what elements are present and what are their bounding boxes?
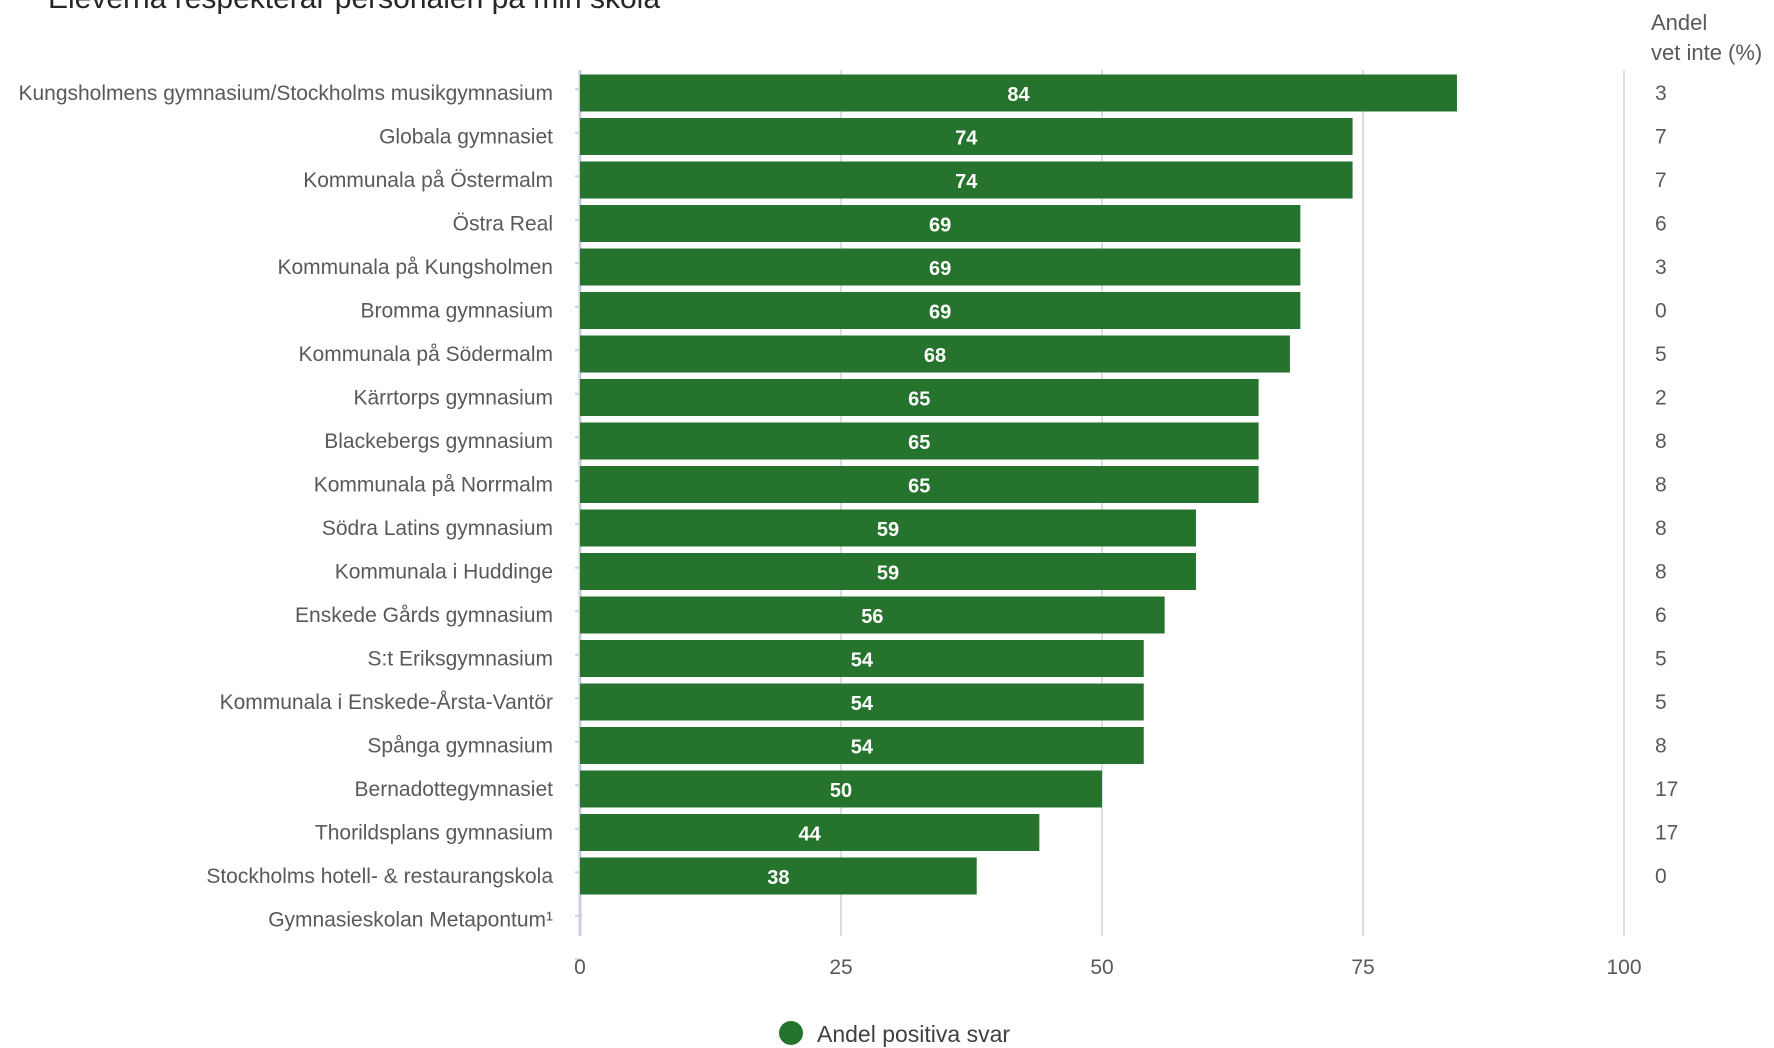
category-label: Kommunala i Enskede-Årsta-Vantör xyxy=(220,691,553,714)
category-label: Spånga gymnasium xyxy=(367,735,553,758)
bar-data-label: 65 xyxy=(908,432,930,454)
side-column-value: 17 xyxy=(1655,822,1678,845)
side-column-value: 8 xyxy=(1655,430,1667,453)
category-label: Globala gymnasiet xyxy=(379,126,553,149)
bar xyxy=(580,857,977,895)
bar xyxy=(580,770,1102,808)
side-column-value: 0 xyxy=(1655,865,1667,888)
bar xyxy=(580,248,1301,286)
category-label: Gymnasieskolan Metapontum¹ xyxy=(268,909,553,932)
bar-data-label: 54 xyxy=(851,737,874,759)
bar-data-label: 69 xyxy=(929,302,951,324)
legend: Andel positiva svar xyxy=(779,1021,1010,1047)
category-label: Kommunala på Östermalm xyxy=(303,169,553,192)
side-column-value: 8 xyxy=(1655,735,1667,758)
bar xyxy=(580,379,1259,416)
bar xyxy=(580,118,1353,155)
category-labels: Kungsholmens gymnasium/Stockholms musikg… xyxy=(18,82,553,932)
x-axis-ticks: 0 25 50 75 100 xyxy=(574,956,1641,979)
bar xyxy=(580,509,1196,547)
side-column-value: 5 xyxy=(1655,343,1667,366)
side-column-value: 3 xyxy=(1655,82,1667,105)
category-label: Bromma gymnasium xyxy=(360,300,553,323)
category-label: Enskede Gårds gymnasium xyxy=(295,604,553,627)
bar xyxy=(580,553,1196,590)
side-column-value: 8 xyxy=(1655,561,1667,584)
category-label: Stockholms hotell- & restaurangskola xyxy=(206,865,553,888)
side-column-value: 7 xyxy=(1655,169,1667,192)
bar-data-label: 74 xyxy=(955,171,978,193)
bar-data-label: 56 xyxy=(861,606,883,628)
side-column-value: 5 xyxy=(1655,691,1667,714)
bar xyxy=(580,74,1457,112)
x-tick-label: 75 xyxy=(1351,956,1374,979)
side-column-values: 3 7 7 6 3 0 5 2 8 8 8 8 6 5 5 8 17 17 0 xyxy=(1655,82,1678,888)
side-column-value: 5 xyxy=(1655,648,1667,671)
bar-data-label: 54 xyxy=(851,650,874,672)
category-label: S:t Eriksgymnasium xyxy=(367,648,553,671)
category-label: Södra Latins gymnasium xyxy=(322,517,553,540)
bar-data-label: 54 xyxy=(851,693,874,715)
category-label: Thorildsplans gymnasium xyxy=(315,822,553,845)
bar xyxy=(580,161,1353,199)
x-tick-label: 50 xyxy=(1090,956,1113,979)
category-label: Kommunala på Kungsholmen xyxy=(277,256,553,279)
x-tick-label: 100 xyxy=(1606,956,1641,979)
bar-data-label: 74 xyxy=(955,128,978,150)
side-column-value: 6 xyxy=(1655,604,1667,627)
bar-data-label: 69 xyxy=(929,258,951,280)
category-label: Blackebergs gymnasium xyxy=(324,430,553,453)
bar-data-label: 65 xyxy=(908,476,930,498)
side-column-value: 7 xyxy=(1655,126,1667,149)
side-column-header-line2: vet inte (%) xyxy=(1651,40,1762,65)
legend-marker xyxy=(779,1021,803,1045)
category-label: Östra Real xyxy=(453,213,553,236)
bar-data-label: 44 xyxy=(799,824,822,846)
bar-data-label: 68 xyxy=(924,345,946,367)
bar-data-label: 59 xyxy=(877,519,899,541)
bar xyxy=(580,335,1290,373)
side-column-value: 8 xyxy=(1655,517,1667,540)
side-column-header-line1: Andel xyxy=(1651,10,1707,35)
bar xyxy=(580,466,1259,503)
bar xyxy=(580,683,1144,721)
bar xyxy=(580,205,1301,242)
bar xyxy=(580,422,1259,460)
bar-data-label: 84 xyxy=(1007,84,1030,106)
bar-data-label: 65 xyxy=(908,389,930,411)
side-column-value: 3 xyxy=(1655,256,1667,279)
chart-title: Eleverna respekterar personalen på min s… xyxy=(48,0,660,15)
x-tick-label: 25 xyxy=(829,956,852,979)
side-column-value: 0 xyxy=(1655,300,1667,323)
bar-data-label: 69 xyxy=(929,215,951,237)
side-column-value: 2 xyxy=(1655,387,1667,410)
category-label: Kommunala i Huddinge xyxy=(335,561,553,584)
category-label: Bernadottegymnasiet xyxy=(355,778,554,801)
category-label: Kommunala på Norrmalm xyxy=(314,474,553,497)
bar xyxy=(580,640,1144,677)
category-label: Kärrtorps gymnasium xyxy=(353,387,553,410)
bar xyxy=(580,727,1144,764)
bar-data-label: 59 xyxy=(877,563,899,585)
legend-label: Andel positiva svar xyxy=(817,1021,1010,1047)
category-label: Kungsholmens gymnasium/Stockholms musikg… xyxy=(18,82,553,105)
bar xyxy=(580,596,1165,634)
bar-data-label: 50 xyxy=(830,780,852,802)
side-column-value: 17 xyxy=(1655,778,1678,801)
bar xyxy=(580,292,1301,329)
bar-data-label: 38 xyxy=(767,867,789,889)
side-column-value: 6 xyxy=(1655,213,1667,236)
side-column-value: 8 xyxy=(1655,474,1667,497)
x-tick-label: 0 xyxy=(574,956,586,979)
category-label: Kommunala på Södermalm xyxy=(299,343,553,366)
bar xyxy=(580,814,1040,851)
